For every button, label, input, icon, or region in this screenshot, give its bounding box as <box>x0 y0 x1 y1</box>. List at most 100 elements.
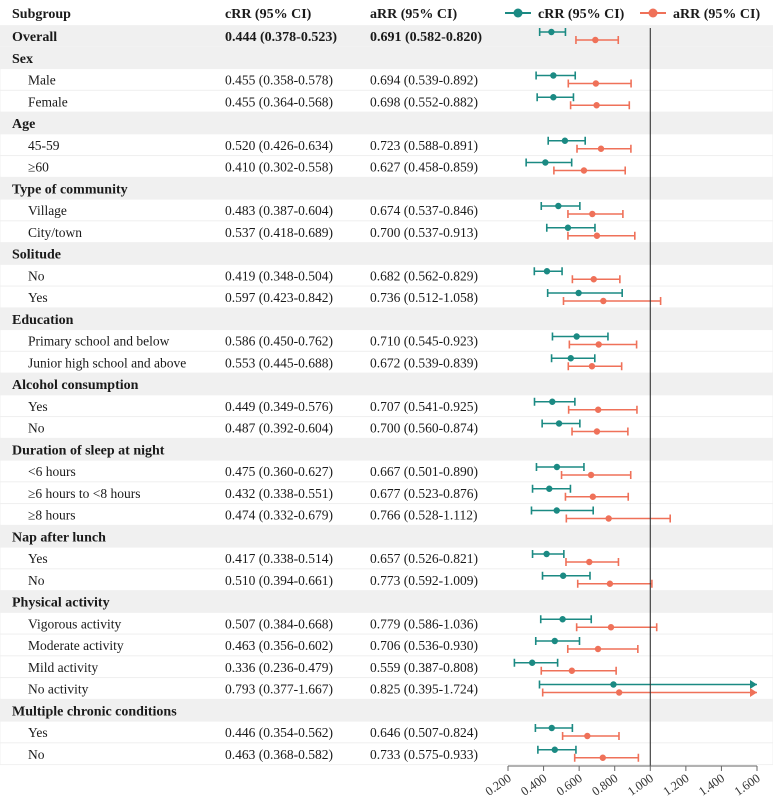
crr-point <box>575 289 582 297</box>
crr-point <box>550 94 557 101</box>
crr-point <box>528 659 536 666</box>
crr-value: 0.520 (0.426-0.634) <box>225 138 333 153</box>
group-label: Education <box>12 313 74 328</box>
row-label: Female <box>28 94 68 109</box>
row-label: No <box>28 747 45 762</box>
row-label: Overall <box>12 30 57 45</box>
arr-value: 0.677 (0.523-0.876) <box>370 486 478 501</box>
x-axis: 0.200 0.400 0.600 0.800 1.000 1.200 1.400 1.600 <box>483 765 763 799</box>
arr-value: 0.672 (0.539-0.839) <box>370 355 478 370</box>
legend-crr-marker <box>513 8 523 18</box>
row-stripe <box>0 307 773 330</box>
arr-value: 0.700 (0.537-0.913) <box>370 225 478 240</box>
row-frame <box>0 742 773 766</box>
row-label: Junior high school and above <box>28 355 186 370</box>
x-tick-label: 1.000 <box>625 771 656 799</box>
x-tick-label: 1.400 <box>696 771 727 799</box>
arr-point <box>600 297 607 305</box>
arr-point <box>584 732 591 740</box>
row-label: ≥8 hours <box>28 508 76 523</box>
arr-value: 0.779 (0.586-1.036) <box>370 616 478 631</box>
crr-value: 0.475 (0.360-0.627) <box>225 464 333 479</box>
crr-point <box>553 507 560 514</box>
arr-value: 0.698 (0.552-0.882) <box>370 94 478 109</box>
arr-point <box>586 558 593 566</box>
arr-value: 0.682 (0.562-0.829) <box>370 268 478 283</box>
header-subgroup: Subgroup <box>12 7 71 22</box>
x-tick-label: 1.600 <box>732 771 763 799</box>
row-label: Yes <box>28 399 48 414</box>
crr-value: 0.446 (0.354-0.562) <box>225 725 333 740</box>
crr-value: 0.487 (0.392-0.604) <box>225 421 333 436</box>
crr-value: 0.793 (0.377-1.667) <box>225 682 333 697</box>
row-label: Village <box>28 203 67 218</box>
legend-arr-label: aRR (95% CI) <box>673 7 760 22</box>
arr-value: 0.773 (0.592-1.009) <box>370 573 478 588</box>
x-tick-label: 0.400 <box>518 771 549 799</box>
crr-point <box>542 159 549 166</box>
arr-point <box>589 493 597 500</box>
crr-value: 0.483 (0.387-0.604) <box>225 203 333 218</box>
row-stripe <box>0 438 773 461</box>
row-label: Moderate activity <box>28 638 124 653</box>
row-stripe <box>0 177 773 200</box>
arr-value: 0.691 (0.582-0.820) <box>370 30 482 45</box>
arr-point <box>594 406 602 413</box>
crr-point <box>555 202 562 210</box>
crr-point <box>610 681 617 688</box>
arr-value: 0.825 (0.395-1.724) <box>370 682 478 697</box>
plot-marks <box>513 28 757 766</box>
group-label: Multiple chronic conditions <box>12 704 177 719</box>
crr-value: 0.537 (0.418-0.689) <box>225 225 333 240</box>
crr-value: 0.474 (0.332-0.679) <box>225 508 333 523</box>
crr-value: 0.444 (0.378-0.523) <box>225 30 337 45</box>
crr-value: 0.449 (0.349-0.576) <box>225 399 333 414</box>
row-label: No <box>28 268 45 283</box>
crr-value: 0.336 (0.236-0.479) <box>225 660 333 675</box>
arr-value: 0.674 (0.537-0.846) <box>370 203 478 218</box>
legend: cRR (95% CI) aRR (95% CI) <box>505 7 760 22</box>
arr-point <box>592 80 600 87</box>
x-tick-label: 1.200 <box>661 771 692 799</box>
crr-point <box>546 485 553 492</box>
crr-value: 0.419 (0.348-0.504) <box>225 268 333 283</box>
x-tick-label: 0.600 <box>554 771 585 799</box>
crr-value: 0.455 (0.358-0.578) <box>225 73 333 88</box>
arr-value: 0.700 (0.560-0.874) <box>370 421 478 436</box>
row-label: Yes <box>28 290 48 305</box>
crr-point <box>573 333 580 340</box>
row-label: 45-59 <box>28 138 60 153</box>
arr-point <box>593 232 601 239</box>
arr-point <box>607 624 615 631</box>
row-label: Vigorous activity <box>28 616 122 631</box>
crr-point <box>561 137 569 144</box>
arr-point <box>568 667 576 674</box>
crr-point <box>548 724 555 732</box>
arr-point <box>597 145 605 152</box>
crr-value: 0.410 (0.302-0.558) <box>225 160 333 175</box>
crr-point <box>548 28 555 36</box>
crr-point <box>564 224 572 231</box>
crr-value: 0.597 (0.423-0.842) <box>225 290 333 305</box>
crr-point <box>543 268 551 275</box>
row-label: Yes <box>28 551 48 566</box>
arr-value: 0.723 (0.588-0.891) <box>370 138 478 153</box>
legend-crr-label: cRR (95% CI) <box>538 7 625 22</box>
row-label: ≥60 <box>28 160 49 175</box>
arr-ci-arrow <box>750 688 757 697</box>
row-stripe <box>0 590 773 613</box>
row-label: Male <box>28 73 56 88</box>
arr-point <box>592 36 599 44</box>
group-label: Duration of sleep at night <box>12 443 165 458</box>
row-stripe <box>0 373 773 395</box>
row-stripe <box>0 46 773 69</box>
crr-value: 0.455 (0.364-0.568) <box>225 94 333 109</box>
arr-point <box>615 689 623 696</box>
header-arr: aRR (95% CI) <box>370 7 457 22</box>
arr-point <box>593 102 600 109</box>
crr-value: 0.553 (0.445-0.688) <box>225 355 333 370</box>
arr-point <box>590 276 597 283</box>
arr-value: 0.736 (0.512-1.058) <box>370 290 478 305</box>
row-stripe <box>0 25 773 47</box>
